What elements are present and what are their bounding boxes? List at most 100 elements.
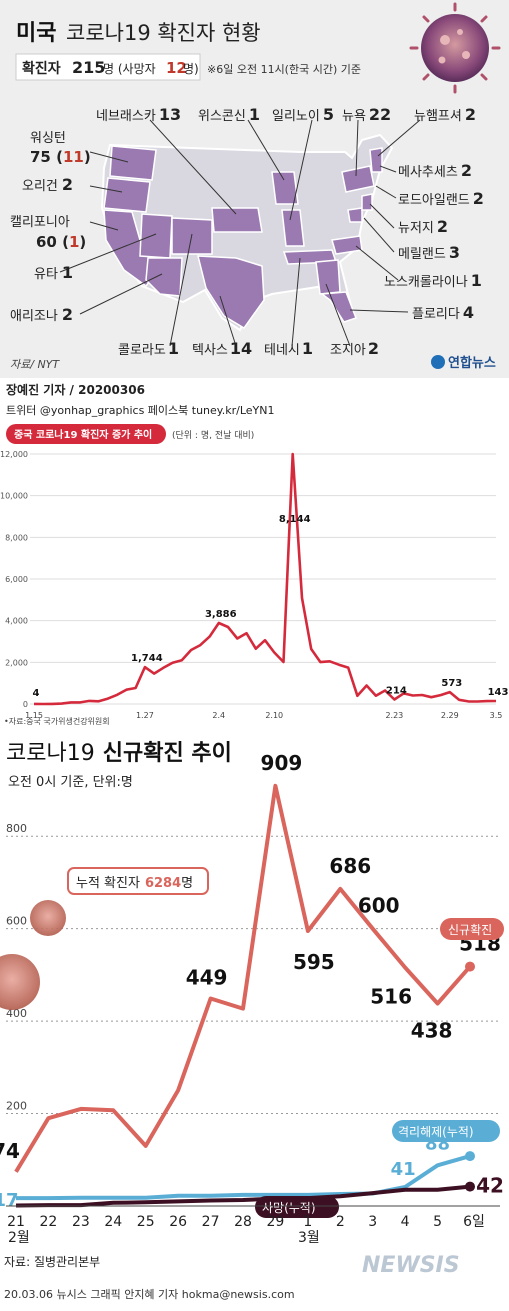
china-data-label: 8,144 [279,514,311,525]
china-x-tick: 1.15 [25,711,43,720]
leader-lines [59,119,421,347]
korea-data-label: 449 [186,965,228,989]
summary-deaths: 12 [166,59,187,77]
china-data-label: 1,744 [131,653,163,664]
korea-x-tick: 1 [303,1214,312,1230]
korea-title-light: 코로나19 [6,741,95,766]
state-label-tennessee: 테네시 1 [264,339,313,358]
series-line-new [14,783,472,1173]
korea-y-tick: 600 [6,915,27,928]
summary-count: 215 [72,58,105,77]
cumulative-box [67,867,209,895]
svg-text:유타1: 유타 1 [34,263,73,282]
month-feb: 2월 [8,1230,30,1246]
virus-icon-small [0,900,66,1010]
korea-data-label: 595 [293,950,335,974]
korea-y-tick-labels: 200 400 600 800 [6,822,27,1112]
legend-deaths: 사망(누적) [255,1196,339,1218]
china-title: 중국 코로나19 확진자 증가 추이 [14,428,152,441]
social-links: 트위터 @yonhap_graphics 페이스북 tuney.kr/LeYN1 [6,404,274,417]
china-y-tick: 8,000 [5,533,28,542]
korea-data-label: 42 [476,1174,504,1198]
cumulative-value: 6284 [145,876,181,891]
korea-data-label: 438 [411,1019,453,1043]
state-label-rhode-island: 로드아일랜드 2 [398,189,484,208]
china-y-tick: 0 [23,700,28,709]
korea-x-tick-labels: 21 22 23 24 25 26 27 28 29 1 2 3 4 5 6일 [7,1214,485,1230]
legend-deaths-text: 사망(누적) [262,1201,316,1215]
korea-source: 자료: 질병관리본부 [4,1255,100,1269]
korea-data-label: 17 [0,1190,19,1211]
china-x-tick: 2.23 [385,711,403,720]
map-title: 코로나19 확진자 현황 [66,21,261,45]
newsis-watermark: NEWSIS [362,1253,460,1278]
china-unit: (단위 : 명, 전날 대비) [172,430,254,441]
yonhap-logo-icon [431,355,445,369]
series-end-marker [465,1151,475,1162]
state-label-california-count: 60 (1) [36,233,86,251]
china-x-tick: 1.27 [136,711,154,720]
state-label-georgia: 조지아 2 [330,339,379,358]
state-label-nebraska: 네브래스카 13 [96,105,181,124]
state-label-colorado: 콜로라도 1 [118,339,179,358]
series-end-marker [465,961,475,972]
korea-chart-panel: 코로나19 신규확진 추이 오전 0시 기준, 단위:명 200 400 600 800… [0,730,509,1307]
korea-y-tick: 200 [6,1100,27,1113]
korea-x-tick: 2 [336,1214,345,1230]
china-x-tick: 2.29 [441,711,459,720]
china-data-labels: 4 1,744 3,886 8,144 214 573 143 [33,514,509,699]
china-data-label: 573 [441,678,462,689]
summary-unit: 명 (사망자 [103,62,156,76]
korea-x-tick: 24 [104,1214,122,1230]
summary-box [15,53,201,81]
map-note: ※6일 오전 11시(한국 시간) 기준 [207,62,361,76]
state-label-wisconsin: 위스콘신 1 [198,105,260,124]
korea-x-tick: 23 [72,1214,90,1230]
china-grid [30,453,496,705]
state-label-utah: 유타 1 [34,263,73,282]
china-y-tick: 4,000 [5,617,28,626]
china-data-label: 3,886 [205,609,237,620]
china-x-tick-labels: 1.15 1.27 2.4 2.10 2.23 2.29 3.5 [25,711,502,720]
map-source: 자료/ NYT [10,358,60,371]
korea-x-tick: 5 [433,1214,442,1230]
month-mar: 3월 [298,1230,320,1246]
korea-x-tick: 28 [234,1214,252,1230]
korea-data-label: 600 [358,894,400,918]
korea-data-label: 909 [261,751,303,775]
korea-x-tick: 29 [267,1214,285,1230]
state-label-arizona: 애리조나 2 [10,305,73,324]
state-label-florida: 플로리다 4 [412,303,474,322]
us-map-panel: 미국 코로나19 확진자 현황 확진자 215 명 (사망자 12 명) ※6일… [0,0,509,378]
korea-x-tick: 6일 [463,1214,485,1230]
series-end-marker [465,1181,475,1192]
legend-released: 격리해제(누적) [392,1120,500,1142]
state-label-north-carolina: 노스캐롤라이나 1 [384,271,482,290]
china-y-tick: 10,000 [0,492,28,501]
legend-new-text: 신규확진 [448,923,492,937]
korea-x-tick: 27 [202,1214,220,1230]
state-label-new-jersey: 뉴저지 2 [398,217,448,236]
china-series-line [33,452,497,706]
korea-x-tick: 22 [40,1214,58,1230]
state-label-new-york: 뉴욕 22 [342,105,391,124]
korea-subtitle: 오전 0시 기준, 단위:명 [8,775,133,790]
map-title-bold: 미국 [16,21,56,46]
korea-data-label: 516 [370,984,412,1008]
cumulative-label: 누적 확진자 [76,876,140,891]
series-line-deaths [15,1184,471,1208]
